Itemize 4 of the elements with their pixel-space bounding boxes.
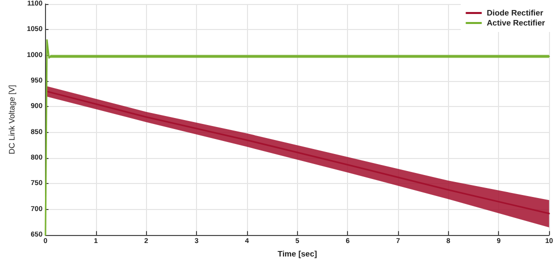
x-axis-title: Time [sec] [278,250,318,258]
legend-label: Active Rectifier [486,18,546,28]
legend-label: Diode Rectifier [486,8,544,18]
y-axis-title: DC Link Voltage [V] [8,84,16,154]
